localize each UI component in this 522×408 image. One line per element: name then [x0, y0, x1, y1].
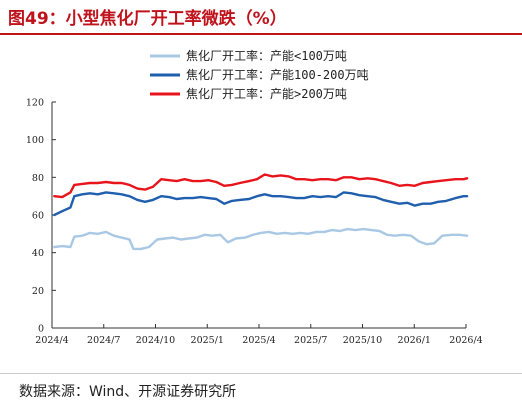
line-chart: 焦化厂开工率：产能<100万吨焦化厂开工率：产能100-200万吨焦化厂开工率：…	[26, 48, 483, 347]
y-tick-label: 120	[26, 98, 44, 109]
title-rule	[0, 33, 522, 35]
x-tick-label: 2026/1	[398, 335, 431, 346]
x-tick-label: 2025/1	[191, 335, 224, 346]
y-tick-label: 100	[26, 135, 44, 146]
figure-title: 图49：小型焦化厂开工率微跌（%）	[8, 9, 287, 29]
x-tick-label: 2024/4	[35, 335, 68, 346]
chart-legend: 焦化厂开工率：产能<100万吨焦化厂开工率：产能100-200万吨焦化厂开工率：…	[150, 48, 369, 101]
y-tick-label: 40	[32, 248, 44, 259]
source-rule	[0, 373, 522, 374]
y-tick-label: 60	[32, 211, 44, 222]
x-tick-label: 2025/4	[242, 335, 275, 346]
legend-label-1: 焦化厂开工率：产能<100万吨	[186, 48, 347, 63]
chart-series	[53, 173, 469, 251]
y-tick-label: 80	[32, 173, 44, 184]
legend-label-3: 焦化厂开工率：产能>200万吨	[186, 86, 347, 101]
chart-axes: 0 20 40 60 80 100 120 2024/4 2024/7 2024/10 2025/1…	[26, 98, 483, 347]
x-tick-label: 2024/10	[136, 335, 175, 346]
y-tick-label: 0	[38, 324, 44, 335]
x-tick-label: 2026/4	[449, 335, 482, 346]
series-line-3	[53, 173, 469, 199]
legend-label-2: 焦化厂开工率：产能100-200万吨	[186, 67, 369, 82]
series-line-2	[53, 191, 469, 217]
data-source: 数据来源：Wind、开源证券研究所	[19, 384, 237, 400]
x-tick-label: 2024/7	[87, 335, 120, 346]
y-tick-label: 20	[32, 286, 44, 297]
series-line-1	[53, 227, 469, 251]
x-tick-label: 2025/10	[343, 335, 382, 346]
x-tick-label: 2025/7	[294, 335, 327, 346]
